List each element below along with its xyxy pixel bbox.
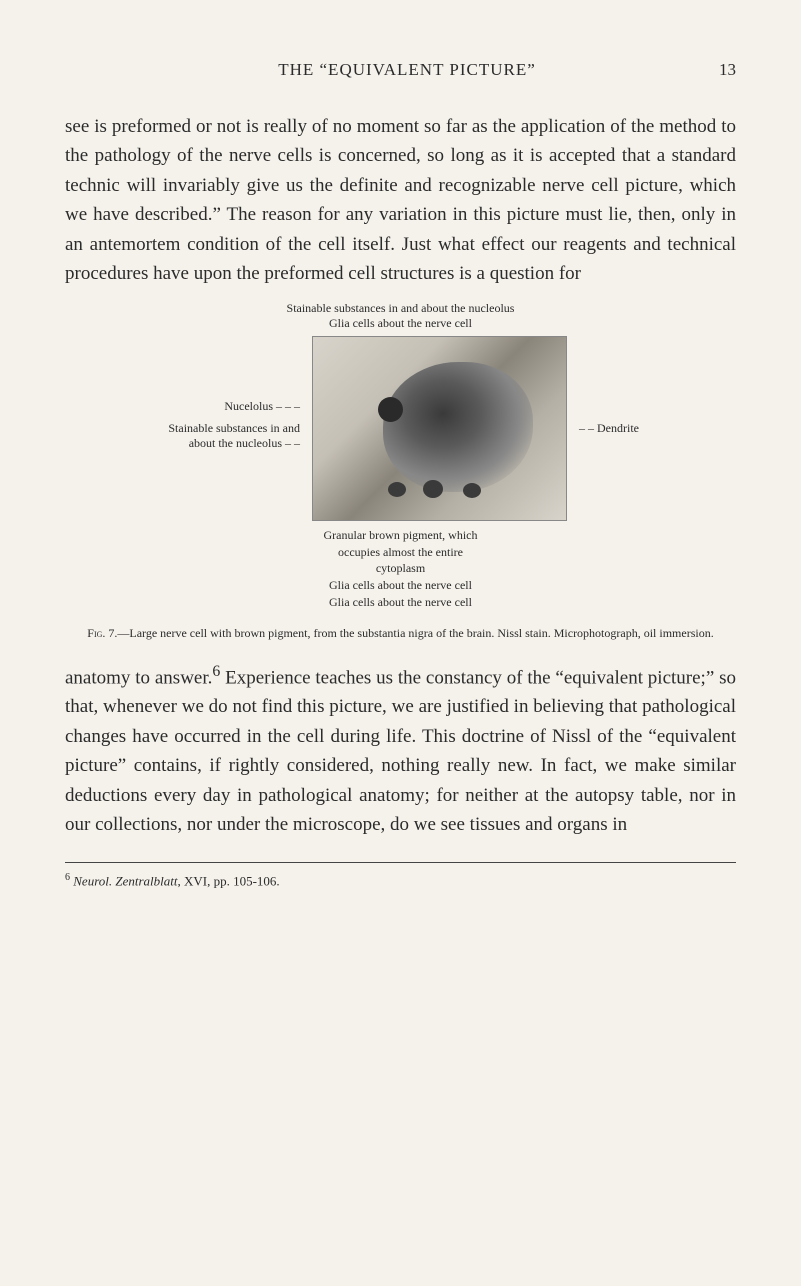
page-number: 13 [719,60,736,80]
footnote-rule [65,862,736,863]
figure-caption-prefix: Fig. 7. [87,626,117,640]
figure-label-glia-bottom-2: Glia cells about the nerve cell [65,594,736,611]
header-title: THE “EQUIVALENT PICTURE” [95,60,719,80]
footnote-italic: Neurol. Zentralblatt, [73,873,181,888]
nucleolus-spot [378,397,403,422]
figure-right-label: – – Dendrite [567,421,639,437]
figure-label-granular-1: Granular brown pigment, which [65,527,736,544]
figure-label-granular-3: cytoplasm [65,560,736,577]
p2-part2: Experience teaches us the constancy of t… [65,667,736,835]
p2-part1: anatomy to answer. [65,667,212,688]
figure-caption-text: —Large nerve cell with brown pigment, fr… [117,626,713,640]
figure-main-row: Nucelolus – – – Stainable substances in … [65,336,736,521]
figure-label-nucleolus: Nucelolus – – – [162,399,300,415]
glia-spot [388,482,406,497]
figure-label-glia-bottom-1: Glia cells about the nerve cell [65,577,736,594]
figure-label-dendrite: Dendrite [597,421,639,435]
figure-label-granular-2: occupies almost the entire [65,544,736,561]
figure-label-glia-top: Glia cells about the nerve cell [65,316,736,332]
footnote-marker: 6 [65,872,70,883]
figure-label-stainable-top: Stainable substances in and about the nu… [65,301,736,317]
footnote: 6 Neurol. Zentralblatt, XVI, pp. 105-106… [65,871,736,891]
glia-spot [423,480,443,498]
figure-caption: Fig. 7.—Large nerve cell with brown pigm… [65,625,736,642]
glia-spots [388,477,488,502]
paragraph-1: see is preformed or not is really of no … [65,112,736,289]
microphotograph-image [312,336,567,521]
page-header: THE “EQUIVALENT PICTURE” 13 [65,60,736,80]
cell-body [383,362,533,492]
figure-left-labels: Nucelolus – – – Stainable substances in … [162,399,312,458]
footnote-rest: XVI, pp. 105-106. [181,873,280,888]
glia-spot [463,483,481,498]
figure-label-stainable-left: Stainable substances in and about the nu… [162,421,300,452]
figure-top-labels: Stainable substances in and about the nu… [65,301,736,332]
figure-bottom-labels: Granular brown pigment, which occupies a… [65,527,736,611]
figure-7: Stainable substances in and about the nu… [65,301,736,642]
paragraph-2: anatomy to answer.6 Experience teaches u… [65,660,736,840]
